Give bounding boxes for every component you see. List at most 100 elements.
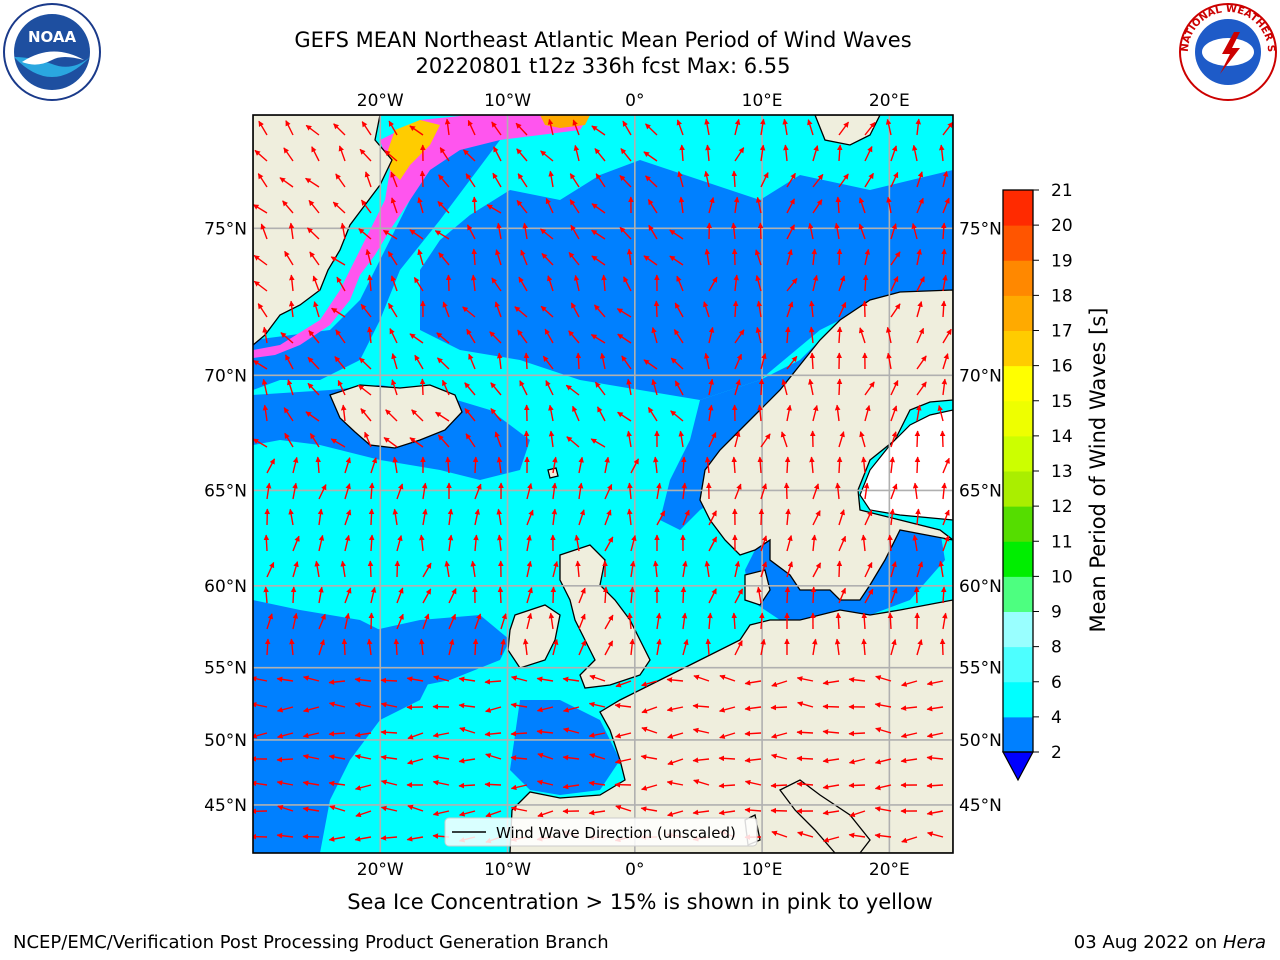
wind-arrow: [942, 328, 952, 344]
wind-arrow: [588, 701, 606, 708]
ireland: [507, 604, 561, 669]
wind-arrow: [786, 561, 794, 578]
colorbar-segment: [1003, 400, 1033, 437]
lat-label-right: 65°N: [959, 481, 1002, 501]
wind-arrow: [548, 430, 555, 448]
wind-arrow: [782, 118, 788, 136]
colorbar-segment: [1003, 506, 1033, 542]
wind-arrow: [757, 404, 763, 422]
colorbar-tick-label: 19: [1051, 251, 1073, 271]
wind-arrow: [822, 757, 840, 764]
wind-arrow: [656, 482, 662, 500]
wind-arrow: [496, 508, 502, 526]
wind-arrow: [809, 352, 816, 370]
wind-arrow: [279, 177, 294, 188]
wind-arrow: [734, 353, 743, 370]
wind-arrow: [626, 378, 632, 396]
wind-arrow: [441, 379, 450, 396]
wind-arrow: [419, 534, 425, 552]
wind-arrow: [676, 275, 684, 292]
wind-arrow: [302, 753, 320, 760]
wind-arrow: [938, 144, 945, 162]
wind-arrow: [496, 222, 502, 240]
wind-arrow: [705, 144, 711, 162]
wind-arrow: [807, 119, 814, 136]
wind-arrow: [578, 639, 587, 656]
wind-arrow: [734, 118, 741, 136]
wind-arrow: [390, 171, 398, 188]
wind-arrow: [939, 638, 946, 656]
wind-arrow: [809, 456, 815, 474]
wind-arrow: [284, 432, 294, 448]
wind-arrow: [448, 613, 456, 630]
wind-arrow: [786, 249, 793, 266]
wind-arrow: [703, 170, 710, 188]
lat-label-left: 65°N: [204, 481, 247, 501]
wind-arrow: [497, 586, 504, 604]
wind-arrow: [391, 379, 398, 396]
wind-arrow: [900, 732, 918, 739]
wind-arrow: [365, 248, 372, 266]
wind-arrow: [619, 226, 632, 240]
wind-arrow: [562, 706, 580, 713]
wind-arrow: [786, 535, 793, 552]
lat-label-left: 55°N: [204, 659, 247, 679]
wind-arrow: [331, 307, 346, 318]
wind-arrow: [771, 830, 788, 838]
wind-arrow: [589, 753, 606, 760]
wind-arrow: [305, 177, 320, 188]
lon-label-bottom: 20°W: [357, 860, 404, 880]
wind-arrow: [626, 508, 633, 526]
wind-arrow: [667, 758, 684, 766]
wind-arrow: [354, 701, 372, 708]
wind-arrow: [542, 355, 554, 370]
wind-arrow: [277, 732, 294, 739]
wind-arrow: [812, 404, 819, 422]
lat-label-left: 70°N: [204, 366, 247, 386]
wind-arrow: [734, 430, 741, 448]
wind-arrow: [900, 705, 918, 711]
wind-arrow: [289, 638, 295, 656]
wind-arrow: [942, 535, 950, 552]
wind-arrow: [459, 810, 476, 817]
wind-arrow: [360, 408, 372, 422]
wind-arrow: [670, 357, 684, 370]
wind-arrow: [786, 198, 796, 214]
colorbar-segment: [1003, 611, 1033, 648]
wind-arrow: [510, 784, 528, 791]
wind-arrow: [939, 430, 946, 448]
wind-arrow: [312, 275, 320, 292]
wind-arrow: [380, 805, 398, 812]
wind-arrow: [407, 758, 424, 765]
wind-arrow: [835, 612, 842, 630]
wind-arrow: [344, 587, 352, 604]
wind-arrow: [916, 197, 924, 214]
wind-arrow: [682, 560, 688, 578]
wind-arrow: [253, 254, 268, 266]
wind-arrow: [744, 779, 762, 786]
colorbar-tick-label: 11: [1051, 532, 1073, 552]
wind-arrow: [447, 508, 454, 526]
noaa-logo: NOAA: [3, 3, 101, 101]
wind-arrow: [474, 613, 482, 630]
lon-label-bottom: 0°: [625, 860, 644, 880]
wind-arrow: [421, 482, 428, 500]
wind-arrow: [666, 677, 684, 683]
wind-arrow: [615, 680, 632, 688]
wind-arrow: [760, 353, 767, 370]
wind-arrow: [757, 222, 764, 240]
wind-arrow: [292, 482, 298, 500]
wind-arrow: [862, 274, 869, 292]
wind-arrow: [874, 832, 892, 839]
wind-arrow: [601, 274, 607, 292]
wind-arrow: [253, 359, 268, 370]
wind-arrow: [547, 118, 554, 136]
wind-arrow: [810, 586, 817, 604]
wind-arrow: [784, 586, 791, 604]
wind-arrow: [812, 173, 824, 188]
wind-arrow: [464, 408, 476, 422]
wind-arrow: [578, 613, 586, 630]
wind-arrow: [387, 302, 398, 318]
wind-arrow: [796, 729, 814, 736]
wind-arrow: [541, 252, 554, 266]
